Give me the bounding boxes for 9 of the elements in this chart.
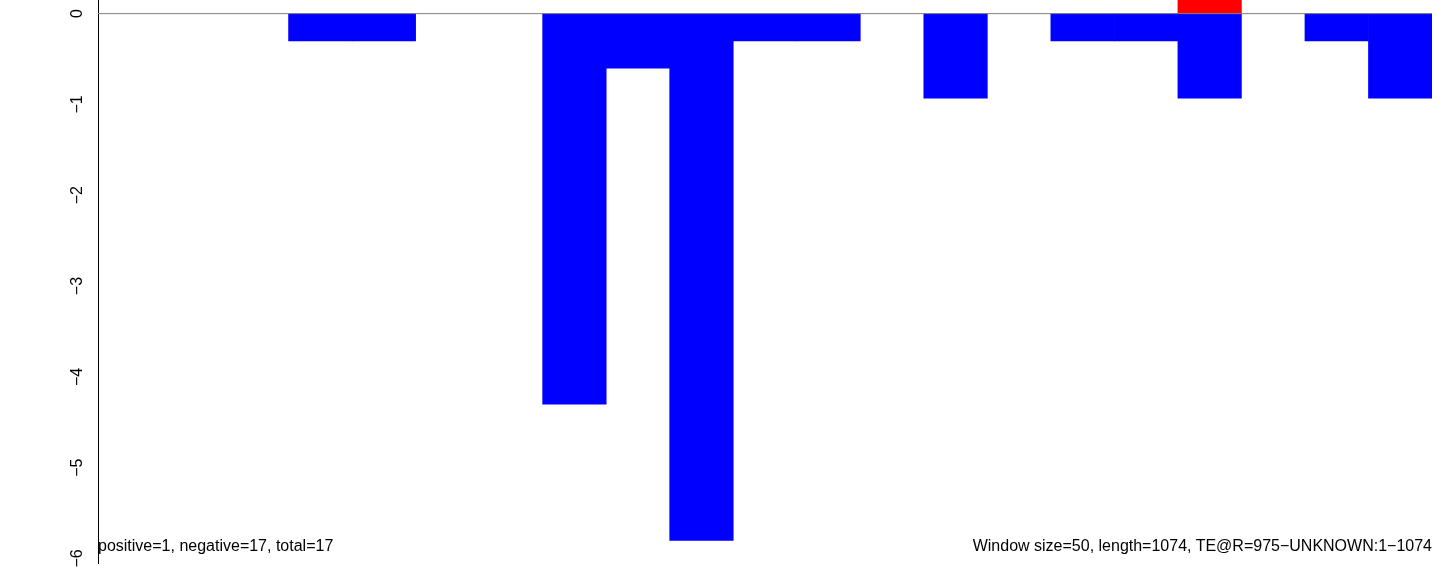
annotation: Window size=50, length=1074, TE@R=975−UNKNOWN:1−1074 <box>972 537 1433 555</box>
y-tick-label: −5 <box>68 458 86 477</box>
y-tick-label: −6 <box>68 549 86 568</box>
annotation: positive=1, negative=17, total=17 <box>98 537 334 555</box>
y-tick-label: −2 <box>68 186 86 205</box>
y-tick-label: −1 <box>68 95 86 114</box>
y-tick-label: −3 <box>68 276 86 296</box>
y-tick-label: −4 <box>68 367 86 386</box>
y-tick-label: 0 <box>68 9 86 19</box>
